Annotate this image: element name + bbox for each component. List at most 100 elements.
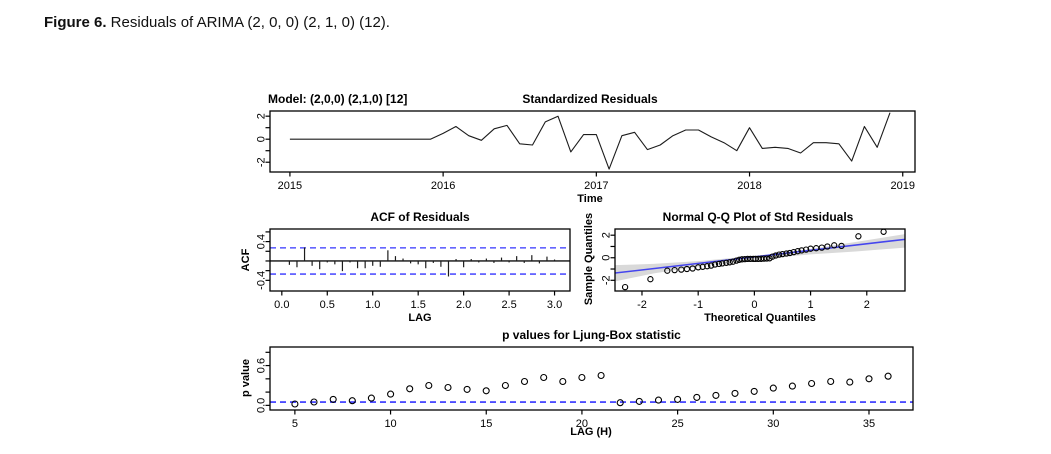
qq-point [723,259,730,266]
qq-point [798,247,805,254]
x-tick-label: 1.5 [411,299,426,311]
qq-point [802,246,810,253]
x-tick-label: 2 [864,299,870,311]
pvalue-point [846,378,854,386]
qq-point [855,233,862,240]
pvalue-point [674,395,682,403]
plot-box [269,110,916,173]
lag-h-axis-label: LAG (H) [570,426,612,438]
x-tick-label: 1.0 [365,299,380,311]
model-spec-label: Model: (2,0,0) (2,1,0) [12] [268,92,408,106]
pvalue-point [310,398,318,406]
pvalue-point [712,391,720,399]
pvalue-point [635,397,643,405]
plot-box [269,346,914,411]
y-tick-label: 2 [256,113,268,119]
ljung-box-plot: 5 10 15 20 25 30 35 0.0 0.6 [256,346,914,430]
qq-point [824,243,831,250]
qq-point [715,260,723,268]
ljung-box-title: p values for Ljung-Box statistic [502,328,681,342]
y-tick-label: -2 [256,157,268,167]
plot-box [269,228,571,292]
sample-quantiles-axis-label: Sample Quantiles [583,212,595,306]
x-tick-label: 25 [671,418,683,430]
x-tick-label: 10 [384,418,396,430]
pvalue-point [425,381,433,390]
qq-point [769,253,776,260]
qq-point [772,252,779,259]
x-tick-label: 0.5 [320,299,335,311]
y-tick-label: 0.6 [256,358,268,373]
qq-point [733,257,740,264]
pvalue-point [559,377,567,386]
x-tick-label: -1 [693,299,703,311]
x-tick-label: 2017 [584,180,608,192]
qq-point [790,248,797,256]
y-tick-label: 0.0 [256,398,268,413]
qq-point [831,242,838,249]
standardized-residuals-plot: 2015 2016 2017 2018 2019 -2 0 2 [256,110,916,192]
pvalue-point [444,383,452,392]
lag-axis-label: LAG [408,312,432,324]
qq-point [704,263,711,270]
theoretical-quantiles-axis-label: Theoretical Quantiles [704,312,816,324]
y-tick-label: -2 [601,275,613,285]
figure-caption-text: Residuals of ARIMA (2, 0, 0) (2, 1, 0) (… [106,14,390,31]
qq-point [671,266,678,274]
qq-point [880,228,887,235]
qq-points [621,228,887,291]
x-tick-label: 3.0 [547,299,562,311]
residuals-series-line [289,112,891,170]
pvalue-point [406,385,414,393]
qq-point [699,263,706,270]
x-tick-label: 5 [292,418,298,430]
time-axis-label: Time [577,193,603,205]
pvalue-point [482,387,490,395]
x-tick-label: -2 [637,299,647,311]
pvalue-point [597,371,605,380]
pvalue-points [291,371,892,408]
pvalue-point [463,385,471,393]
x-tick-label: 35 [863,418,875,430]
pvalue-point [827,377,835,386]
plot-box [614,228,906,292]
y-tick-label: 0 [256,136,268,142]
acf-title: ACF of Residuals [370,210,470,224]
pvalue-point [520,377,529,386]
x-tick-label: 30 [767,418,779,430]
qq-point [794,248,801,255]
qq-point [707,262,715,269]
x-tick-label: 2018 [737,180,761,192]
y-tick-label: 0.4 [256,234,268,249]
pvalue-point [731,389,739,397]
standardized-residuals-title: Standardized Residuals [522,92,658,106]
qq-point [763,255,770,262]
qq-point [647,276,654,283]
pvalue-point [387,390,395,398]
qq-point [621,283,629,291]
pvalue-point [540,373,548,382]
confidence-band [615,234,905,282]
figure-caption-label: Figure 6. [44,14,107,31]
qq-point [779,250,786,258]
qq-point [729,258,737,265]
pvalue-point [348,397,356,405]
qq-plot-title: Normal Q-Q Plot of Std Residuals [662,210,854,224]
figure-caption: Figure 6. Residuals of ARIMA (2, 0, 0) (… [44,14,390,31]
y-tick-label: -0.4 [256,271,268,290]
qq-point [689,265,696,272]
pvalue-point [693,393,701,401]
y-tick-label: 2 [601,232,613,238]
x-tick-label: 2.5 [501,299,516,311]
qq-point [783,250,790,257]
qq-point [818,244,825,251]
x-tick-label: 2016 [431,180,455,192]
acf-plot: 0.0 0.5 1.0 1.5 2.0 2.5 3.0 -0.4 0.4 [256,228,571,311]
qq-plot: -2 -1 0 1 2 -2 0 2 [601,228,906,311]
qq-point [786,249,793,257]
x-tick-label: 15 [480,418,492,430]
qq-point [695,264,702,271]
qq-point [775,251,783,258]
x-tick-label: 2019 [891,180,915,192]
